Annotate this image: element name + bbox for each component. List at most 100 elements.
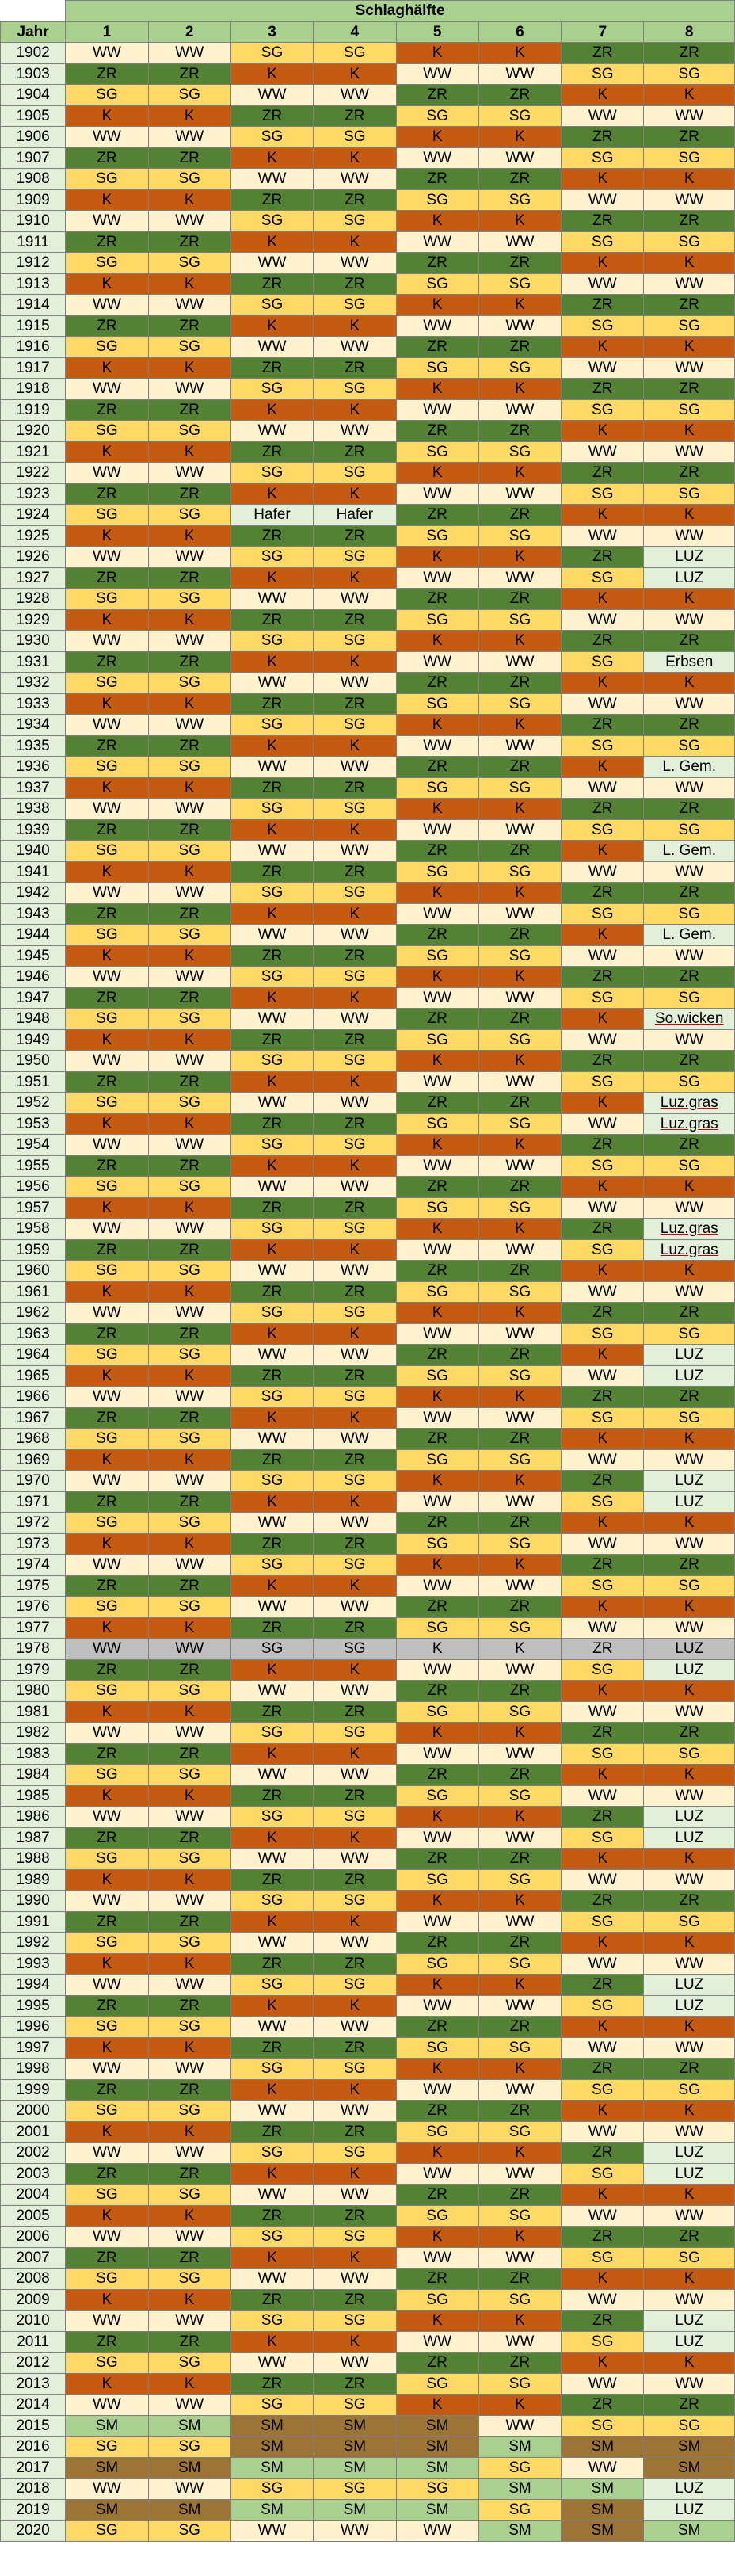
crop-cell: SG (313, 630, 397, 652)
crop-cell: WW (230, 2268, 314, 2290)
crop-cell: K (313, 1238, 397, 1261)
table-row: 1938 WW WW SG SG K K ZR ZR (0, 798, 735, 820)
crop-cell: K (230, 567, 314, 589)
crop-cell: SG (65, 1764, 149, 1786)
year-cell: 1921 (0, 441, 67, 463)
crop-cell: SM (478, 2520, 562, 2542)
crop-cell: WW (478, 147, 562, 169)
crop-cell: SG (65, 1176, 149, 1198)
crop-cell: LUZ (643, 1638, 735, 1660)
crop-cell: SG (313, 1890, 397, 1912)
crop-cell: SG (395, 2120, 479, 2143)
crop-cell: WW (561, 1868, 645, 1891)
crop-cell: LUZ (643, 567, 735, 589)
crop-cell: K (147, 1112, 231, 1135)
crop-cell: WW (478, 63, 562, 85)
crop-cell: K (643, 2100, 735, 2122)
year-cell: 2013 (0, 2372, 67, 2395)
crop-cell: SG (313, 1134, 397, 1156)
crop-cell: SG (230, 2394, 314, 2416)
year-cell: 1986 (0, 1806, 67, 1828)
crop-cell: K (561, 336, 645, 358)
crop-cell: SG (478, 2456, 562, 2479)
table-row: 1928 SG SG WW WW ZR ZR K K (0, 588, 735, 610)
crop-cell: WW (643, 2288, 735, 2311)
crop-cell: K (313, 1574, 397, 1597)
crop-cell: SG (230, 1050, 314, 1072)
table-row: 1984 SG SG WW WW ZR ZR K K (0, 1764, 735, 1786)
crop-cell: WW (147, 2142, 231, 2164)
crop-cell: K (395, 1302, 479, 1324)
crop-cell: ZR (643, 966, 735, 988)
crop-cell: ZR (230, 1112, 314, 1135)
crop-cell: SG (230, 1302, 314, 1324)
crop-cell: WW (65, 798, 149, 820)
crop-cell: SG (147, 924, 231, 946)
crop-cell: K (230, 1994, 314, 2017)
crop-cell: WW (395, 147, 479, 169)
table-row: 1905 K K ZR ZR SG SG WW WW (0, 105, 735, 127)
crop-cell: SG (313, 798, 397, 820)
crop-cell: ZR (65, 1910, 149, 1933)
crop-cell: SG (643, 1154, 735, 1177)
crop-cell: SG (313, 1722, 397, 1744)
table-row: 1922 WW WW SG SG K K ZR ZR (0, 462, 735, 484)
crop-cell: WW (65, 2058, 149, 2080)
crop-cell: LUZ (643, 546, 735, 568)
crop-cell: K (478, 1302, 562, 1324)
column-header: 8 (643, 21, 735, 43)
year-cell: 1959 (0, 1238, 67, 1261)
crop-cell: ZR (395, 2352, 479, 2374)
crop-cell: ZR (478, 756, 562, 778)
crop-cell: WW (313, 672, 397, 694)
crop-cell: SG (395, 2372, 479, 2395)
table-row: 2005 K K ZR ZR SG SG WW WW (0, 2204, 735, 2227)
crop-cell: WW (147, 1974, 231, 1996)
crop-cell: K (643, 84, 735, 106)
crop-cell: WW (478, 231, 562, 253)
year-cell: 1922 (0, 462, 67, 484)
crop-cell: SM (643, 2436, 735, 2458)
crop-cell: SG (643, 315, 735, 337)
year-cell: 1903 (0, 63, 67, 85)
table-row: 1945 K K ZR ZR SG SG WW WW (0, 945, 735, 967)
table-row: 1912 SG SG WW WW ZR ZR K K (0, 252, 735, 274)
crop-cell: ZR (313, 2036, 397, 2059)
crop-cell: K (230, 2078, 314, 2101)
crop-cell: K (65, 2288, 149, 2311)
crop-cell: WW (147, 126, 231, 148)
crop-cell: K (65, 861, 149, 883)
crop-cell: ZR (147, 2078, 231, 2101)
crop-cell: WW (65, 1218, 149, 1240)
crop-cell: K (395, 42, 479, 64)
crop-cell: WW (313, 1764, 397, 1786)
crop-cell: K (561, 504, 645, 526)
crop-cell: ZR (313, 693, 397, 715)
crop-cell: ZR (395, 588, 479, 610)
crop-cell: K (230, 1826, 314, 1849)
crop-cell: WW (313, 1008, 397, 1030)
year-cell: 1985 (0, 1784, 67, 1807)
crop-cell: WW (147, 2310, 231, 2332)
table-row: 1988 SG SG WW WW ZR ZR K K (0, 1848, 735, 1870)
crop-cell: WW (230, 672, 314, 694)
corner-blank (0, 0, 66, 21)
crop-cell: WW (230, 1596, 314, 1618)
crop-cell: WW (65, 1134, 149, 1156)
crop-cell: ZR (561, 210, 645, 232)
year-cell: 1953 (0, 1112, 67, 1135)
crop-cell: K (147, 2120, 231, 2143)
crop-cell: WW (478, 1154, 562, 1177)
crop-cell: K (230, 651, 314, 673)
crop-cell: WW (478, 399, 562, 421)
crop-cell: LUZ (643, 1658, 735, 1681)
crop-cell: K (65, 2372, 149, 2395)
crop-cell: ZR (147, 1910, 231, 1933)
crop-cell: SG (478, 1532, 562, 1555)
crop-cell: L. Gem. (643, 756, 735, 778)
column-header: 6 (478, 21, 562, 43)
table-row: 1942 WW WW SG SG K K ZR ZR (0, 882, 735, 904)
year-cell: 1969 (0, 1448, 67, 1471)
crop-cell: K (230, 2246, 314, 2269)
crop-cell: K (643, 1512, 735, 1534)
